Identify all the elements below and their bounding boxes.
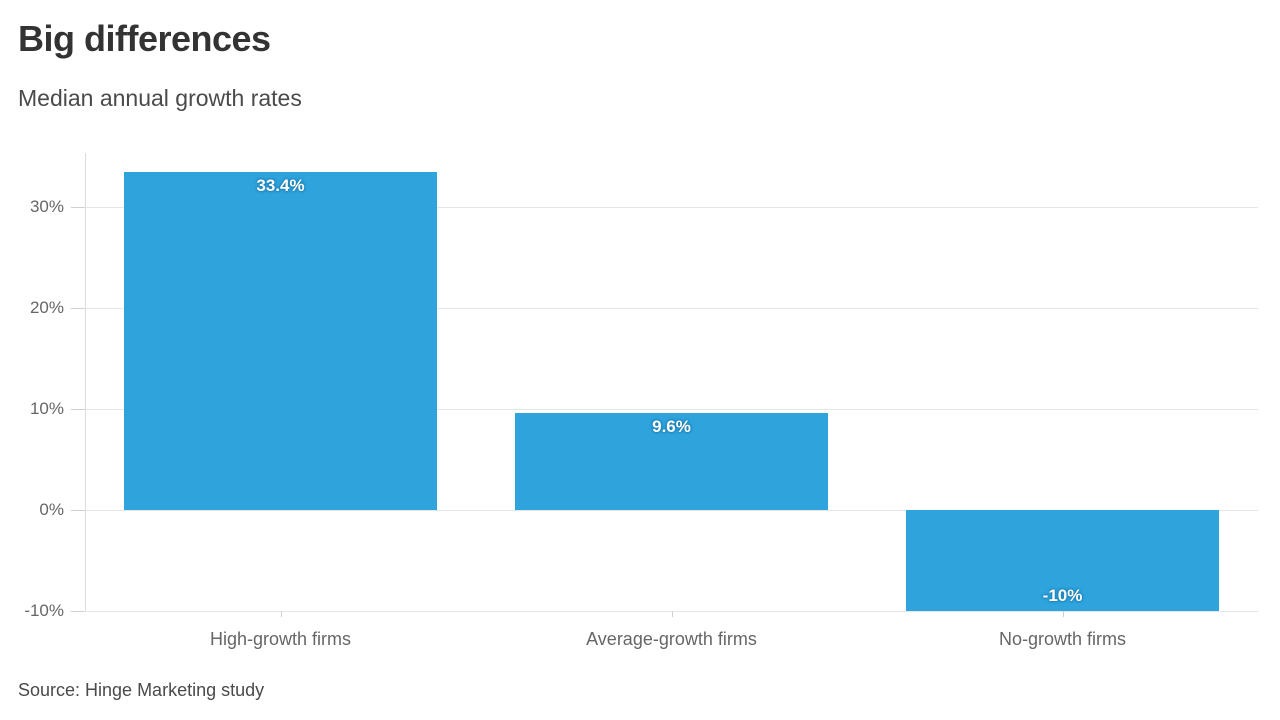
chart-title: Big differences: [18, 18, 271, 59]
source-note: Source: Hinge Marketing study: [18, 680, 265, 700]
y-axis-tick: [71, 611, 85, 612]
y-axis-tick: [71, 206, 85, 208]
gridline: [85, 307, 1258, 309]
y-axis-label: 10%: [29, 398, 64, 418]
x-axis-tick: [280, 611, 282, 617]
gridline: [85, 206, 1258, 208]
x-axis-category-label: Average-growth firms: [586, 629, 757, 649]
bar-chart-plot-area: -10% 0% 10% 20% 30% 33.4% High-growth firms 9.6…: [24, 153, 1258, 649]
x-axis-tick: [671, 611, 673, 617]
x-axis-category-label: High-growth firms: [209, 629, 352, 649]
bar-value-label: 33.4%: [256, 176, 305, 196]
gridline: [85, 509, 1258, 511]
y-axis-tick: [71, 307, 85, 309]
y-axis-tick: [71, 509, 85, 511]
bar-value-label: 9.6%: [652, 416, 691, 436]
bar: [906, 509, 1219, 611]
y-axis-label: -10%: [24, 601, 64, 620]
bar-value-label: -10%: [1042, 586, 1083, 605]
bar: [124, 172, 437, 510]
chart-subtitle: Median annual growth rates: [18, 85, 302, 111]
gridline: [85, 408, 1258, 410]
y-axis-line: [85, 153, 86, 611]
x-axis-tick: [1062, 611, 1064, 617]
y-axis-label: 30%: [29, 196, 64, 216]
x-axis-category-label: No-growth firms: [998, 629, 1127, 649]
bar: [515, 412, 828, 510]
y-axis-label: 20%: [29, 297, 64, 317]
y-axis-label: 0%: [39, 499, 64, 519]
y-axis-tick: [71, 408, 85, 410]
